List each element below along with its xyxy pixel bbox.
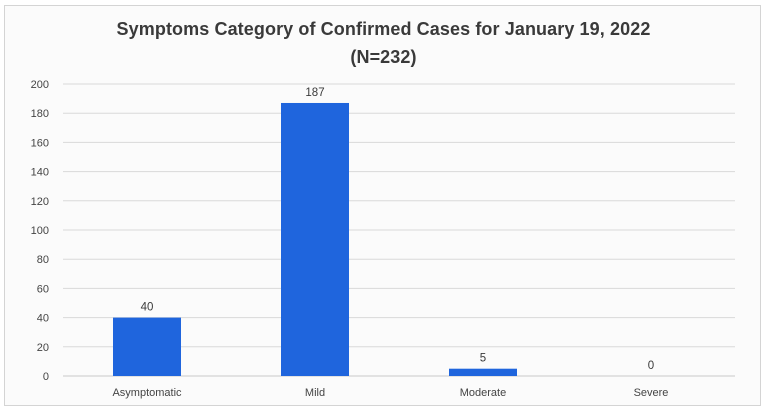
- y-tick-label: 100: [31, 225, 49, 237]
- x-category-label: Moderate: [460, 387, 506, 399]
- data-label: 0: [648, 360, 654, 372]
- y-tick-label: 140: [31, 167, 49, 179]
- y-axis-ticks: 0 20 40 60 80 100 120 140 160 180 200: [31, 79, 49, 383]
- bar-moderate: [449, 368, 517, 376]
- y-tick-label: 200: [31, 79, 49, 91]
- x-category-label: Asymptomatic: [112, 387, 182, 399]
- x-category-label: Mild: [305, 387, 325, 399]
- data-label: 5: [480, 353, 486, 365]
- bar-mild: [281, 102, 349, 376]
- bars: [113, 102, 517, 376]
- y-tick-label: 160: [31, 137, 49, 149]
- y-tick-label: 40: [37, 313, 49, 325]
- gridlines: [63, 83, 735, 377]
- x-axis-categories: Asymptomatic Mild Moderate Severe: [112, 387, 668, 399]
- chart-subtitle: (N=232): [350, 47, 417, 67]
- chart-title: Symptoms Category of Confirmed Cases for…: [116, 19, 651, 39]
- y-tick-label: 0: [43, 371, 49, 383]
- data-labels: 40 187 5 0: [141, 87, 655, 372]
- y-tick-label: 120: [31, 196, 49, 208]
- y-tick-label: 80: [37, 254, 49, 266]
- y-tick-label: 180: [31, 108, 49, 120]
- bar-asymptomatic: [113, 317, 181, 376]
- data-label: 187: [305, 87, 324, 99]
- y-tick-label: 20: [37, 342, 49, 354]
- x-category-label: Severe: [634, 387, 669, 399]
- data-label: 40: [141, 302, 154, 314]
- y-tick-label: 60: [37, 283, 49, 295]
